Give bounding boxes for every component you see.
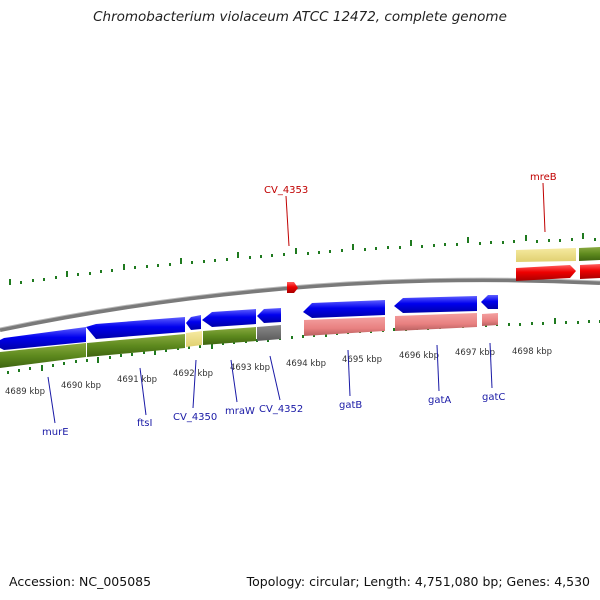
cds-arrow-gatA[interactable] [394, 296, 477, 313]
gene-label-CV_4352[interactable]: CV_4352 [259, 404, 303, 415]
kbp-label: 4697 kbp [455, 348, 495, 358]
cds-track-blue [0, 295, 498, 350]
gene-label-mraW[interactable]: mraW [225, 406, 255, 417]
kbp-label: 4696 kbp [399, 351, 439, 361]
gene-label-ftsI[interactable]: ftsI [137, 418, 152, 429]
kbp-label: 4693 kbp [230, 363, 270, 373]
cds-arrow-mreB[interactable] [516, 265, 576, 281]
gene-label-CV_4350[interactable]: CV_4350 [173, 412, 217, 423]
map-title: Chromobacterium violaceum ATCC 12472, co… [93, 9, 507, 25]
gene-label-mreB[interactable]: mreB [530, 172, 557, 183]
cds-arrow-CV_4350[interactable] [186, 315, 201, 330]
gene-label-gatA[interactable]: gatA [428, 395, 451, 406]
kbp-scale: 4689 kbp 4690 kbp 4691 kbp 4692 kbp 4693… [5, 347, 552, 397]
cds-arrow-murE[interactable] [0, 327, 86, 350]
kbp-label: 4689 kbp [5, 387, 45, 397]
cds-feature-mreB-annotation [516, 248, 576, 262]
outer-tick-marks [9, 233, 596, 285]
gene-label-leaders [47, 182, 546, 424]
cog-track-lower [0, 313, 498, 368]
kbp-label: 4695 kbp [342, 355, 382, 365]
kbp-label: 4694 kbp [286, 359, 326, 369]
cds-arrow-CV_4353[interactable] [287, 282, 298, 293]
cds-arrow-gatB[interactable] [303, 300, 385, 318]
gene-label-CV_4353[interactable]: CV_4353 [264, 185, 308, 196]
gene-label-gatB[interactable]: gatB [339, 400, 362, 411]
cds-track-red [287, 247, 600, 293]
kbp-label: 4690 kbp [61, 381, 101, 391]
kbp-label: 4691 kbp [117, 375, 157, 385]
accession-text: Accession: NC_005085 [9, 574, 152, 589]
kbp-label: 4698 kbp [512, 347, 552, 357]
cds-arrow-mraW[interactable] [202, 309, 256, 327]
gene-labels: murE ftsI CV_4350 mraW CV_4352 gatB gatA… [42, 172, 557, 438]
genome-summary-text: Topology: circular; Length: 4,751,080 bp… [246, 574, 590, 589]
gene-label-gatC[interactable]: gatC [482, 392, 505, 403]
cds-arrow-ftsI[interactable] [86, 317, 185, 339]
cds-arrow-gatC[interactable] [481, 295, 498, 309]
cds-arrow-CV_4352[interactable] [257, 308, 281, 323]
genome-backbone [0, 278, 600, 332]
kbp-label: 4692 kbp [173, 369, 213, 379]
gene-label-murE[interactable]: murE [42, 427, 69, 438]
